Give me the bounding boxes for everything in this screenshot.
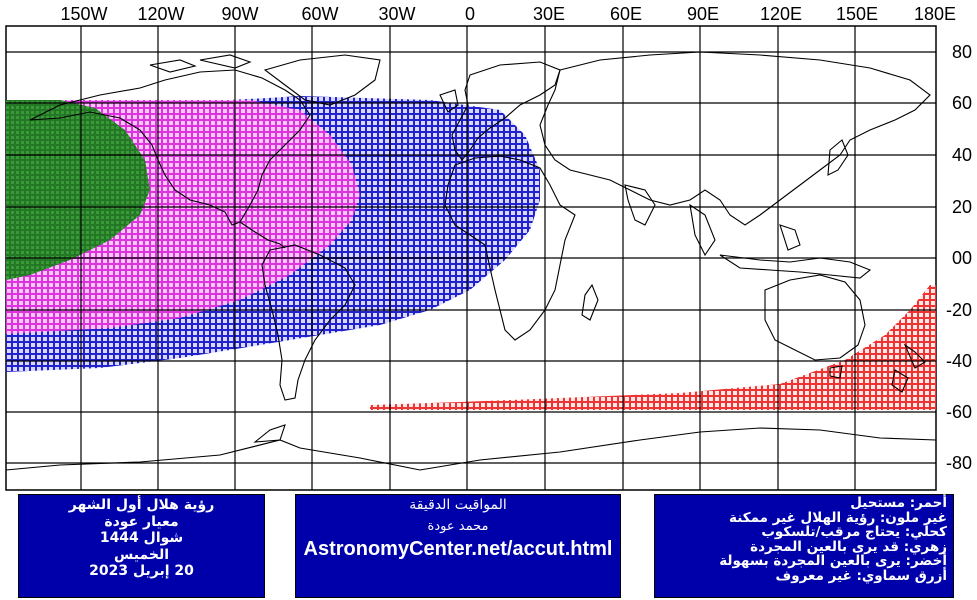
legend-item-pink: زهري: قد يرى بالعين المجردة [750, 538, 947, 555]
lat-label: -20 [946, 300, 972, 320]
lon-label: 60E [610, 4, 642, 24]
credits-panel: المواقيت الدقيقة محمد عودة AstronomyCent… [295, 494, 621, 598]
legend-item-red: أحمر: مستحيل [850, 495, 947, 511]
lat-label: -80 [946, 453, 972, 473]
legend-item-green: أخضر: يرى بالعين المجردة بسهولة [719, 553, 947, 569]
latitude-labels: 80 60 40 20 00 -20 -40 -60 -80 [946, 42, 972, 473]
panel-title: رؤية هلال أول الشهر [68, 497, 215, 513]
lon-label: 60W [301, 4, 338, 24]
criterion-label: معيار عودة [104, 513, 179, 530]
lon-label: 120W [137, 4, 184, 24]
lat-label: 20 [952, 197, 972, 217]
legend-item-navy: كحلي: يحتاج مرقب/تلسكوب [761, 524, 947, 540]
graticule [6, 26, 936, 490]
lat-label: 60 [952, 93, 972, 113]
date-info-panel: رؤية هلال أول الشهر معيار عودة شوال 1444… [18, 494, 265, 598]
lon-label: 30W [378, 4, 415, 24]
weekday: الخميس [113, 546, 170, 563]
green-zone [6, 100, 150, 280]
hijri-month: شوال 1444 [99, 530, 184, 546]
lat-label: 00 [952, 248, 972, 268]
website-link[interactable]: AstronomyCenter.net/accut.html [303, 538, 613, 560]
coastlines [5, 51, 937, 471]
lon-label: 180E [914, 4, 956, 24]
accurate-times-label: المواقيت الدقيقة [409, 497, 507, 513]
lat-label: -60 [946, 402, 972, 422]
lat-label: 40 [952, 145, 972, 165]
legend-item-uncolored: غير ملون: رؤية الهلال غير ممكنة [729, 509, 947, 526]
legend-panel: أحمر: مستحيل غير ملون: رؤية الهلال غير م… [654, 494, 954, 598]
red-zone [370, 285, 936, 410]
author-name: محمد عودة [427, 519, 489, 534]
lon-label: 150W [60, 4, 107, 24]
legend-item-cyan: أزرق سماوي: غير معروف [775, 567, 947, 584]
lat-label: -40 [946, 351, 972, 371]
lon-label: 0 [465, 4, 475, 24]
lon-label: 90E [687, 4, 719, 24]
lon-label: 90W [221, 4, 258, 24]
lat-label: 80 [952, 42, 972, 62]
gregorian-date: 20 إبريل 2023 [89, 563, 194, 579]
longitude-labels: 150W 120W 90W 60W 30W 0 30E 60E 90E 120E… [60, 4, 956, 24]
lon-label: 120E [760, 4, 802, 24]
lon-label: 30E [533, 4, 565, 24]
lon-label: 150E [836, 4, 878, 24]
